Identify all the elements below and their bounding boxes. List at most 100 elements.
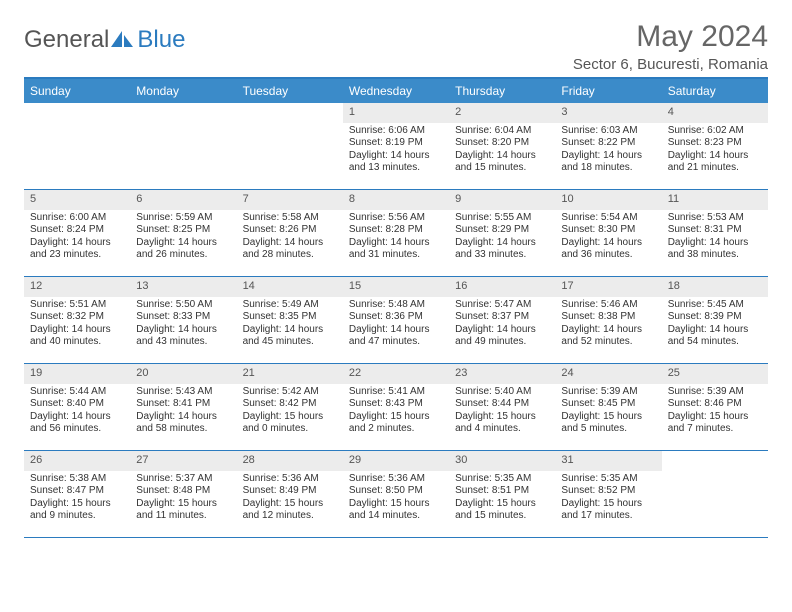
day-body: Sunrise: 5:35 AMSunset: 8:52 PMDaylight:…: [555, 473, 661, 527]
day-number: 1: [343, 103, 449, 123]
daylight-line1: Daylight: 14 hours: [561, 237, 655, 250]
day-cell: 31Sunrise: 5:35 AMSunset: 8:52 PMDayligh…: [555, 451, 661, 537]
sunset-text: Sunset: 8:22 PM: [561, 137, 655, 150]
day-cell: 22Sunrise: 5:41 AMSunset: 8:43 PMDayligh…: [343, 364, 449, 450]
day-cell: 20Sunrise: 5:43 AMSunset: 8:41 PMDayligh…: [130, 364, 236, 450]
daylight-line1: Daylight: 15 hours: [349, 498, 443, 511]
day-body: Sunrise: 5:50 AMSunset: 8:33 PMDaylight:…: [130, 299, 236, 353]
daylight-line1: Daylight: 15 hours: [136, 498, 230, 511]
day-body: Sunrise: 5:53 AMSunset: 8:31 PMDaylight:…: [662, 212, 768, 266]
day-body: Sunrise: 5:36 AMSunset: 8:49 PMDaylight:…: [237, 473, 343, 527]
daylight-line2: and 13 minutes.: [349, 162, 443, 175]
dow-cell: Saturday: [662, 79, 768, 103]
sunset-text: Sunset: 8:49 PM: [243, 485, 337, 498]
dow-cell: Monday: [130, 79, 236, 103]
day-body: Sunrise: 5:44 AMSunset: 8:40 PMDaylight:…: [24, 386, 130, 440]
daylight-line2: and 49 minutes.: [455, 336, 549, 349]
sunset-text: Sunset: 8:36 PM: [349, 311, 443, 324]
day-number: 5: [24, 190, 130, 210]
day-body: Sunrise: 5:58 AMSunset: 8:26 PMDaylight:…: [237, 212, 343, 266]
daylight-line1: Daylight: 14 hours: [243, 237, 337, 250]
day-number: 3: [555, 103, 661, 123]
daylight-line1: Daylight: 14 hours: [30, 411, 124, 424]
day-body: Sunrise: 5:47 AMSunset: 8:37 PMDaylight:…: [449, 299, 555, 353]
day-body: Sunrise: 5:40 AMSunset: 8:44 PMDaylight:…: [449, 386, 555, 440]
daylight-line2: and 12 minutes.: [243, 510, 337, 523]
sunrise-text: Sunrise: 5:37 AM: [136, 473, 230, 486]
day-body: Sunrise: 5:56 AMSunset: 8:28 PMDaylight:…: [343, 212, 449, 266]
daylight-line2: and 18 minutes.: [561, 162, 655, 175]
day-number: 20: [130, 364, 236, 384]
day-cell: [24, 103, 130, 189]
day-body: Sunrise: 5:55 AMSunset: 8:29 PMDaylight:…: [449, 212, 555, 266]
day-cell: 26Sunrise: 5:38 AMSunset: 8:47 PMDayligh…: [24, 451, 130, 537]
sunset-text: Sunset: 8:39 PM: [668, 311, 762, 324]
daylight-line2: and 23 minutes.: [30, 249, 124, 262]
day-cell: 15Sunrise: 5:48 AMSunset: 8:36 PMDayligh…: [343, 277, 449, 363]
day-body: Sunrise: 5:35 AMSunset: 8:51 PMDaylight:…: [449, 473, 555, 527]
daylight-line2: and 56 minutes.: [30, 423, 124, 436]
sunrise-text: Sunrise: 5:43 AM: [136, 386, 230, 399]
sunset-text: Sunset: 8:33 PM: [136, 311, 230, 324]
day-number: 17: [555, 277, 661, 297]
day-body: Sunrise: 6:03 AMSunset: 8:22 PMDaylight:…: [555, 125, 661, 179]
day-cell: 12Sunrise: 5:51 AMSunset: 8:32 PMDayligh…: [24, 277, 130, 363]
daylight-line2: and 52 minutes.: [561, 336, 655, 349]
day-cell: [237, 103, 343, 189]
daylight-line2: and 33 minutes.: [455, 249, 549, 262]
day-number: 14: [237, 277, 343, 297]
daylight-line2: and 26 minutes.: [136, 249, 230, 262]
day-cell: 3Sunrise: 6:03 AMSunset: 8:22 PMDaylight…: [555, 103, 661, 189]
daylight-line2: and 54 minutes.: [668, 336, 762, 349]
sunrise-text: Sunrise: 5:40 AM: [455, 386, 549, 399]
day-number: 9: [449, 190, 555, 210]
dow-cell: Sunday: [24, 79, 130, 103]
sunset-text: Sunset: 8:51 PM: [455, 485, 549, 498]
day-body: Sunrise: 5:59 AMSunset: 8:25 PMDaylight:…: [130, 212, 236, 266]
daylight-line2: and 31 minutes.: [349, 249, 443, 262]
daylight-line2: and 36 minutes.: [561, 249, 655, 262]
daylight-line1: Daylight: 14 hours: [243, 324, 337, 337]
sunrise-text: Sunrise: 5:51 AM: [30, 299, 124, 312]
day-number: 22: [343, 364, 449, 384]
daylight-line1: Daylight: 14 hours: [455, 150, 549, 163]
day-cell: 11Sunrise: 5:53 AMSunset: 8:31 PMDayligh…: [662, 190, 768, 276]
sunset-text: Sunset: 8:50 PM: [349, 485, 443, 498]
sunrise-text: Sunrise: 5:56 AM: [349, 212, 443, 225]
day-cell: 6Sunrise: 5:59 AMSunset: 8:25 PMDaylight…: [130, 190, 236, 276]
day-number: 25: [662, 364, 768, 384]
daylight-line1: Daylight: 14 hours: [349, 237, 443, 250]
daylight-line1: Daylight: 14 hours: [668, 150, 762, 163]
day-cell: 25Sunrise: 5:39 AMSunset: 8:46 PMDayligh…: [662, 364, 768, 450]
sunset-text: Sunset: 8:42 PM: [243, 398, 337, 411]
day-number: 26: [24, 451, 130, 471]
day-number: 8: [343, 190, 449, 210]
sunset-text: Sunset: 8:28 PM: [349, 224, 443, 237]
day-body: Sunrise: 5:43 AMSunset: 8:41 PMDaylight:…: [130, 386, 236, 440]
week-row: 19Sunrise: 5:44 AMSunset: 8:40 PMDayligh…: [24, 364, 768, 451]
sunset-text: Sunset: 8:41 PM: [136, 398, 230, 411]
day-number: 21: [237, 364, 343, 384]
day-number: 10: [555, 190, 661, 210]
brand-part1: General: [24, 26, 109, 54]
daylight-line1: Daylight: 14 hours: [561, 324, 655, 337]
day-number: 30: [449, 451, 555, 471]
sunset-text: Sunset: 8:19 PM: [349, 137, 443, 150]
day-cell: 8Sunrise: 5:56 AMSunset: 8:28 PMDaylight…: [343, 190, 449, 276]
dow-cell: Friday: [555, 79, 661, 103]
sunset-text: Sunset: 8:32 PM: [30, 311, 124, 324]
day-number: 28: [237, 451, 343, 471]
day-of-week-row: SundayMondayTuesdayWednesdayThursdayFrid…: [24, 79, 768, 103]
daylight-line1: Daylight: 15 hours: [455, 411, 549, 424]
day-cell: 17Sunrise: 5:46 AMSunset: 8:38 PMDayligh…: [555, 277, 661, 363]
daylight-line1: Daylight: 14 hours: [136, 324, 230, 337]
day-number: 19: [24, 364, 130, 384]
sunrise-text: Sunrise: 5:54 AM: [561, 212, 655, 225]
sunset-text: Sunset: 8:20 PM: [455, 137, 549, 150]
daylight-line1: Daylight: 15 hours: [561, 498, 655, 511]
daylight-line1: Daylight: 14 hours: [349, 150, 443, 163]
sunrise-text: Sunrise: 5:42 AM: [243, 386, 337, 399]
dow-cell: Tuesday: [237, 79, 343, 103]
daylight-line1: Daylight: 15 hours: [349, 411, 443, 424]
sunset-text: Sunset: 8:31 PM: [668, 224, 762, 237]
